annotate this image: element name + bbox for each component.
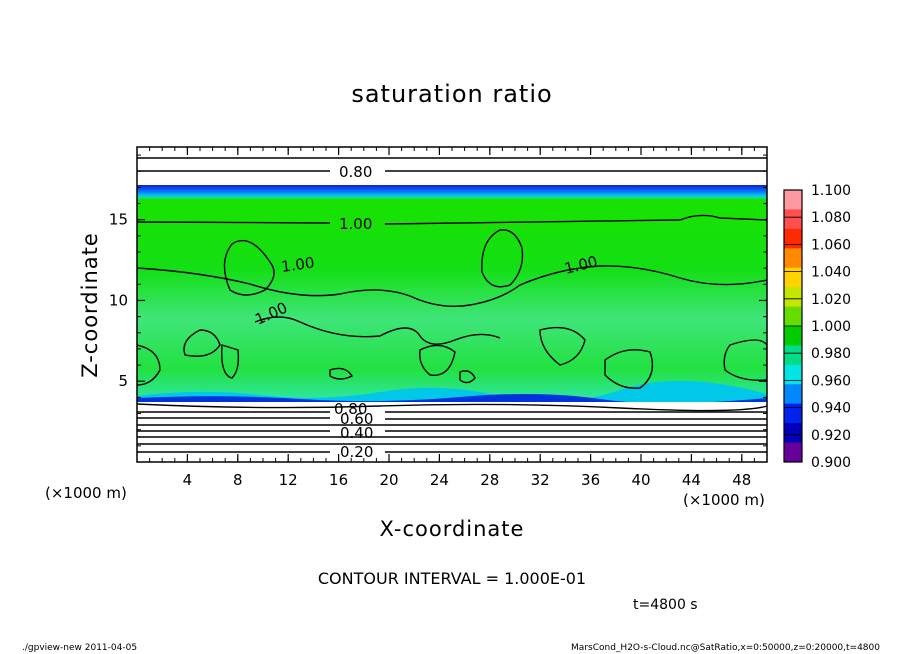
x-tick-label: 4: [183, 471, 193, 489]
contour-label: 0.80: [334, 400, 367, 418]
x-tick-label: 20: [379, 471, 398, 489]
contour-line-100-mid: [137, 265, 767, 308]
contour-line-100-upper: [137, 214, 767, 225]
colorbar-swatch: [784, 384, 802, 405]
contour-label: 0.60: [340, 410, 373, 428]
x-axis-unit-left: (×1000 m): [45, 484, 127, 502]
contour-lines: [137, 157, 767, 453]
saturation-band-top: [137, 185, 767, 199]
y-axis-label: Z-coordinate: [78, 232, 102, 378]
dry-layer-bottom: [137, 402, 767, 462]
colorbar-swatch: [784, 326, 802, 346]
colorbar-swatch: [784, 423, 802, 444]
chart-title: saturation ratio: [351, 80, 552, 108]
y-tick-label: 10: [109, 291, 128, 309]
colorbar-label: 1.020: [811, 292, 851, 308]
colorbar-swatch: [784, 364, 802, 385]
y-tick-label: 15: [109, 211, 128, 229]
colorbar-swatch: [784, 228, 802, 249]
x-tick-label: 16: [329, 471, 348, 489]
contour-interval: CONTOUR INTERVAL = 1.000E-01: [318, 569, 586, 588]
colorbar-label: 0.960: [811, 373, 851, 389]
x-tick-label: 12: [279, 471, 298, 489]
colorbar-label: 1.080: [811, 210, 851, 226]
x-axis-label: X-coordinate: [380, 517, 525, 541]
colorbar-label: 1.040: [811, 265, 851, 281]
colorbar-swatch: [784, 190, 802, 210]
colorbar-label: 0.900: [811, 455, 851, 471]
contour-label: 0.20: [340, 443, 373, 461]
colorbar-swatch: [784, 248, 802, 269]
x-tick-label: 36: [581, 471, 600, 489]
cloud-base-band: [137, 380, 767, 404]
y-tick-label: 5: [118, 372, 128, 390]
plot-area: 0.80 1.00 1.00 1.00 1.00 0.80 0.60 0.40 …: [137, 147, 767, 462]
colorbar-swatch: [784, 403, 802, 424]
footer-right: MarsCond_H2O-s-Cloud.nc@SatRatio,x=0:500…: [571, 643, 880, 653]
colorbar-label: 0.940: [811, 401, 851, 417]
footer-left: ./gpview-new 2011-04-05: [22, 643, 137, 653]
contour-label: 0.80: [339, 163, 372, 181]
x-tick-label: 40: [631, 471, 650, 489]
x-axis: 4 8 12 16 20 24 28 32 36 40 44 48: [149, 147, 755, 489]
x-tick-label: 32: [531, 471, 550, 489]
colorbar-swatch: [784, 442, 802, 463]
colorbar-swatch: [784, 306, 802, 327]
x-tick-label: 44: [682, 471, 701, 489]
contour-labels: 0.80 1.00 1.00 1.00 1.00 0.80 0.60 0.40 …: [252, 163, 599, 461]
colorbar-swatch: [784, 209, 802, 230]
colorbar-label: 1.000: [811, 319, 851, 335]
colorbar-swatch: [784, 345, 802, 366]
colorbar: 1.100 1.080 1.060 1.040 1.020 1.000 0.980 0.960…: [783, 183, 851, 471]
colorbar-swatch: [784, 267, 802, 288]
x-tick-label: 28: [480, 471, 499, 489]
dry-layer-top: [137, 147, 767, 185]
contour-label: 1.00: [280, 253, 316, 275]
colorbar-label: 1.060: [811, 237, 851, 253]
colorbar-label: 1.100: [811, 183, 851, 199]
colorbar-swatch: [784, 287, 802, 308]
contour-label: 1.00: [339, 215, 372, 233]
saturated-region: [137, 199, 767, 399]
x-tick-label: 48: [732, 471, 751, 489]
x-tick-label: 8: [233, 471, 243, 489]
colorbar-label: 0.920: [811, 428, 851, 444]
x-tick-label: 24: [430, 471, 449, 489]
cloud-base-blue: [137, 393, 767, 404]
colorbar-label: 0.980: [811, 346, 851, 362]
time-label: t=4800 s: [633, 597, 698, 613]
x-axis-unit-right: (×1000 m): [683, 491, 765, 509]
y-axis: 5 10 15: [109, 154, 767, 447]
contour-label: 0.40: [340, 424, 373, 442]
